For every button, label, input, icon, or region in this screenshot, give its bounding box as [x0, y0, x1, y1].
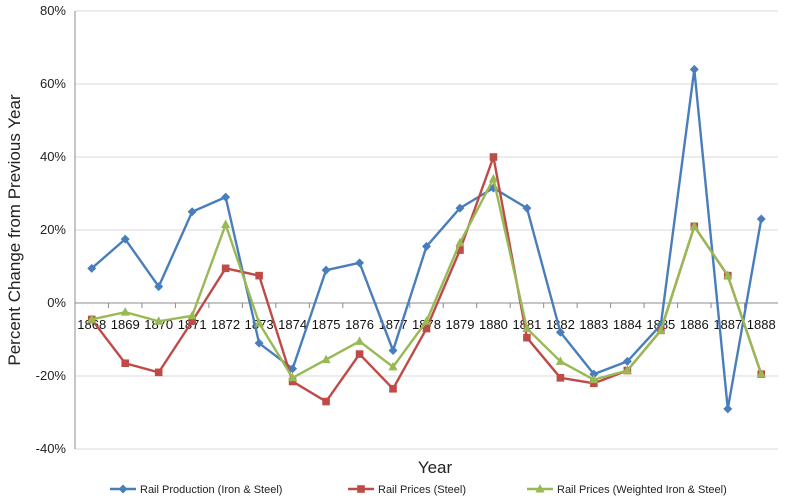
legend-item-3: Rail Prices (Weighted Iron & Steel) [527, 484, 727, 496]
legend-item-2: Rail Prices (Steel) [348, 484, 466, 496]
data-point [355, 258, 365, 268]
series-1 [87, 64, 766, 414]
legend-marker [357, 485, 365, 493]
y-tick-label: 80% [40, 3, 66, 18]
y-tick-label: -40% [36, 441, 67, 456]
data-point [489, 153, 498, 161]
y-tick-label: 0% [47, 295, 66, 310]
data-point [555, 327, 565, 337]
data-point [689, 221, 699, 230]
series-2 [87, 153, 766, 406]
data-point [555, 356, 566, 365]
data-point [187, 310, 197, 320]
data-point [154, 316, 164, 325]
data-point [187, 207, 197, 217]
x-tick-label: 1869 [111, 317, 140, 332]
data-point [354, 336, 365, 345]
x-tick-label: 1884 [613, 317, 642, 332]
data-point [388, 345, 398, 355]
data-point [288, 377, 297, 386]
series-3 [87, 173, 766, 384]
data-point [723, 404, 733, 414]
data-point [121, 359, 130, 368]
legend-label: Rail Prices (Weighted Iron & Steel) [557, 484, 727, 496]
data-point [422, 241, 431, 251]
legend-item-1: Rail Production (Iron & Steel) [110, 484, 282, 496]
x-tick-label: 1875 [312, 317, 341, 332]
data-point [287, 372, 298, 382]
data-point [589, 369, 599, 379]
data-point [622, 365, 632, 375]
data-point [456, 246, 464, 254]
x-tick-label: 1880 [479, 317, 508, 332]
y-axis: -40% -20% 0% 20% 40% 60% 80% [36, 3, 76, 456]
data-point [322, 397, 330, 406]
data-point [455, 203, 465, 213]
series-line [90, 68, 763, 411]
x-tick-label: 1887 [713, 317, 742, 332]
y-tick-label: -20% [36, 368, 67, 383]
data-point [590, 379, 598, 388]
legend-marker [535, 484, 545, 493]
data-point [756, 369, 766, 378]
data-point [154, 368, 163, 377]
data-point [388, 361, 398, 371]
gridlines [75, 10, 778, 450]
data-point [154, 282, 164, 292]
x-axis-title: Year [418, 458, 453, 477]
data-point [254, 338, 264, 348]
y-tick-label: 40% [40, 149, 66, 164]
data-point [221, 192, 231, 202]
x-tick-label: 1886 [680, 317, 709, 332]
y-tick-label: 20% [40, 222, 66, 237]
legend-label: Rail Prices (Steel) [378, 484, 466, 496]
x-tick-label: 1872 [211, 317, 240, 332]
data-point [355, 350, 364, 358]
data-point [87, 314, 97, 323]
y-axis-title: Percent Change from Previous Year [5, 94, 24, 366]
data-point [87, 263, 97, 273]
y-tick-label: 60% [40, 76, 66, 91]
x-tick-label: 1883 [579, 317, 608, 332]
data-point [488, 173, 499, 183]
data-point [321, 265, 331, 275]
data-point [556, 374, 565, 382]
data-point [421, 316, 432, 325]
data-point [656, 325, 666, 334]
data-point [254, 318, 264, 327]
data-point [522, 323, 532, 333]
data-point [188, 317, 196, 326]
data-point [255, 271, 263, 280]
data-point [120, 307, 130, 316]
data-point [221, 219, 231, 229]
data-point [622, 356, 632, 366]
data-point [756, 214, 766, 224]
x-axis: 1868186918701871187218731874187518761877… [74, 303, 776, 332]
data-point [455, 237, 465, 247]
series-lines [87, 64, 766, 414]
data-point [120, 234, 130, 244]
series-line [90, 155, 763, 403]
x-tick-label: 1888 [747, 317, 776, 332]
x-tick-label: 1876 [345, 317, 374, 332]
data-point [522, 203, 532, 213]
data-point [221, 264, 230, 273]
data-point [723, 270, 733, 280]
legend-marker [118, 484, 128, 494]
data-point [389, 384, 397, 393]
x-tick-label: 1879 [446, 317, 475, 332]
legend-label: Rail Production (Iron & Steel) [140, 484, 282, 496]
x-tick-label: 1882 [546, 317, 575, 332]
data-point [321, 354, 331, 364]
data-point [523, 333, 531, 342]
x-tick-label: 1874 [278, 317, 307, 332]
data-point [422, 324, 431, 333]
legend: Rail Production (Iron & Steel) Rail Price… [110, 484, 727, 496]
data-point [689, 64, 699, 74]
data-point [589, 374, 599, 384]
